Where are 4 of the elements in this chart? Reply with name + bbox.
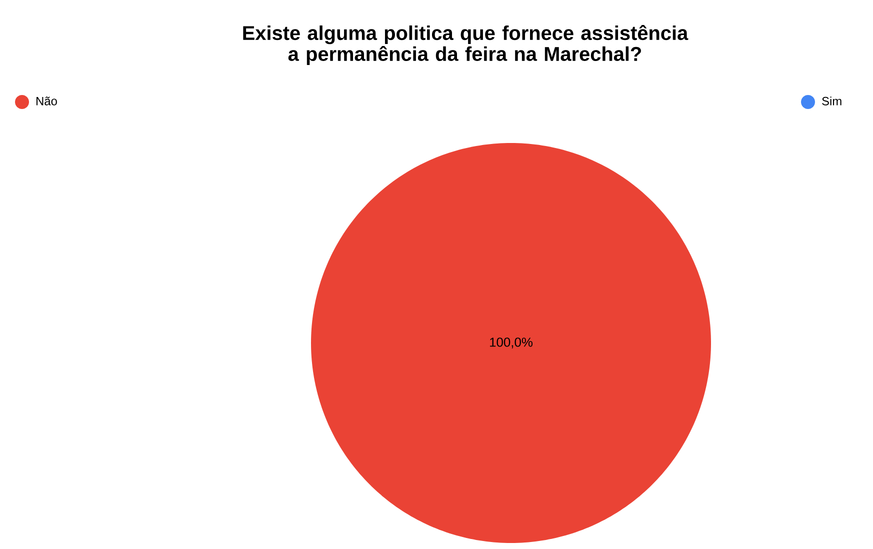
data-label: 100,0%	[490, 338, 533, 348]
legend-label: Não	[36, 96, 57, 106]
legend-label: Sim	[822, 96, 842, 106]
chart-title: Existe alguma politica que fornece assistência a permanência da feira na Marechal?	[243, 25, 688, 65]
